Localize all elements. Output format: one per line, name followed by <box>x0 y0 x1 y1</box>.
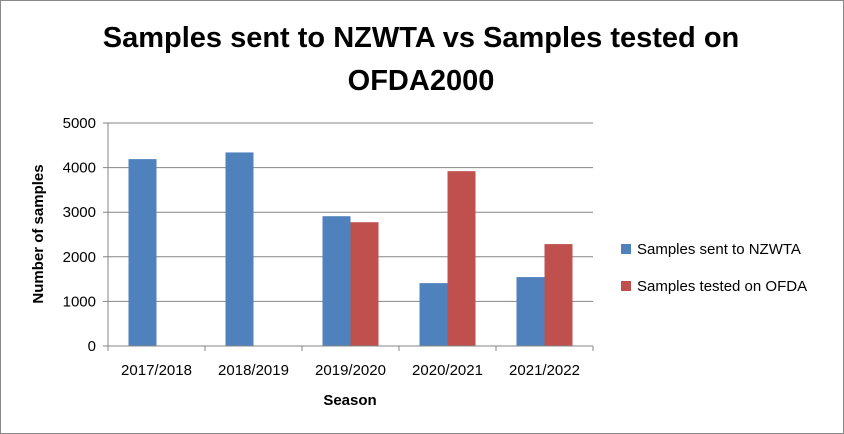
y-tick-label: 4000 <box>63 160 96 177</box>
bar-nzwta <box>419 283 448 346</box>
bar-nzwta <box>322 216 351 346</box>
bar-nzwta <box>516 277 545 346</box>
y-tick-label: 5000 <box>63 115 96 132</box>
chart-title: Samples sent to NZWTA vs Samples tested … <box>102 22 740 97</box>
bar-ofda <box>447 171 476 346</box>
x-tick-label: 2019/2020 <box>315 362 386 379</box>
bar-nzwta <box>128 159 157 346</box>
y-tick-label: 1000 <box>63 293 96 310</box>
y-tick-label: 2000 <box>63 249 96 266</box>
x-axis-label: Season <box>323 392 376 409</box>
y-tick-label: 3000 <box>63 204 96 221</box>
y-tick-label: 0 <box>88 338 96 355</box>
legend-label: Samples tested on OFDA <box>637 278 807 295</box>
bar-nzwta <box>225 152 254 346</box>
legend: Samples sent to NZWTA Samples tested on O… <box>621 241 807 295</box>
legend-swatch <box>621 244 631 254</box>
x-tick-label: 2017/2018 <box>121 362 192 379</box>
legend-swatch <box>621 281 631 291</box>
x-tick-label: 2018/2019 <box>218 362 289 379</box>
x-tick-label: 2020/2021 <box>412 362 483 379</box>
bar-ofda <box>544 244 573 346</box>
bar-ofda <box>350 222 379 346</box>
x-tick-label: 2021/2022 <box>509 362 580 379</box>
legend-label: Samples sent to NZWTA <box>637 241 801 258</box>
y-axis-label: Number of samples <box>30 164 47 303</box>
